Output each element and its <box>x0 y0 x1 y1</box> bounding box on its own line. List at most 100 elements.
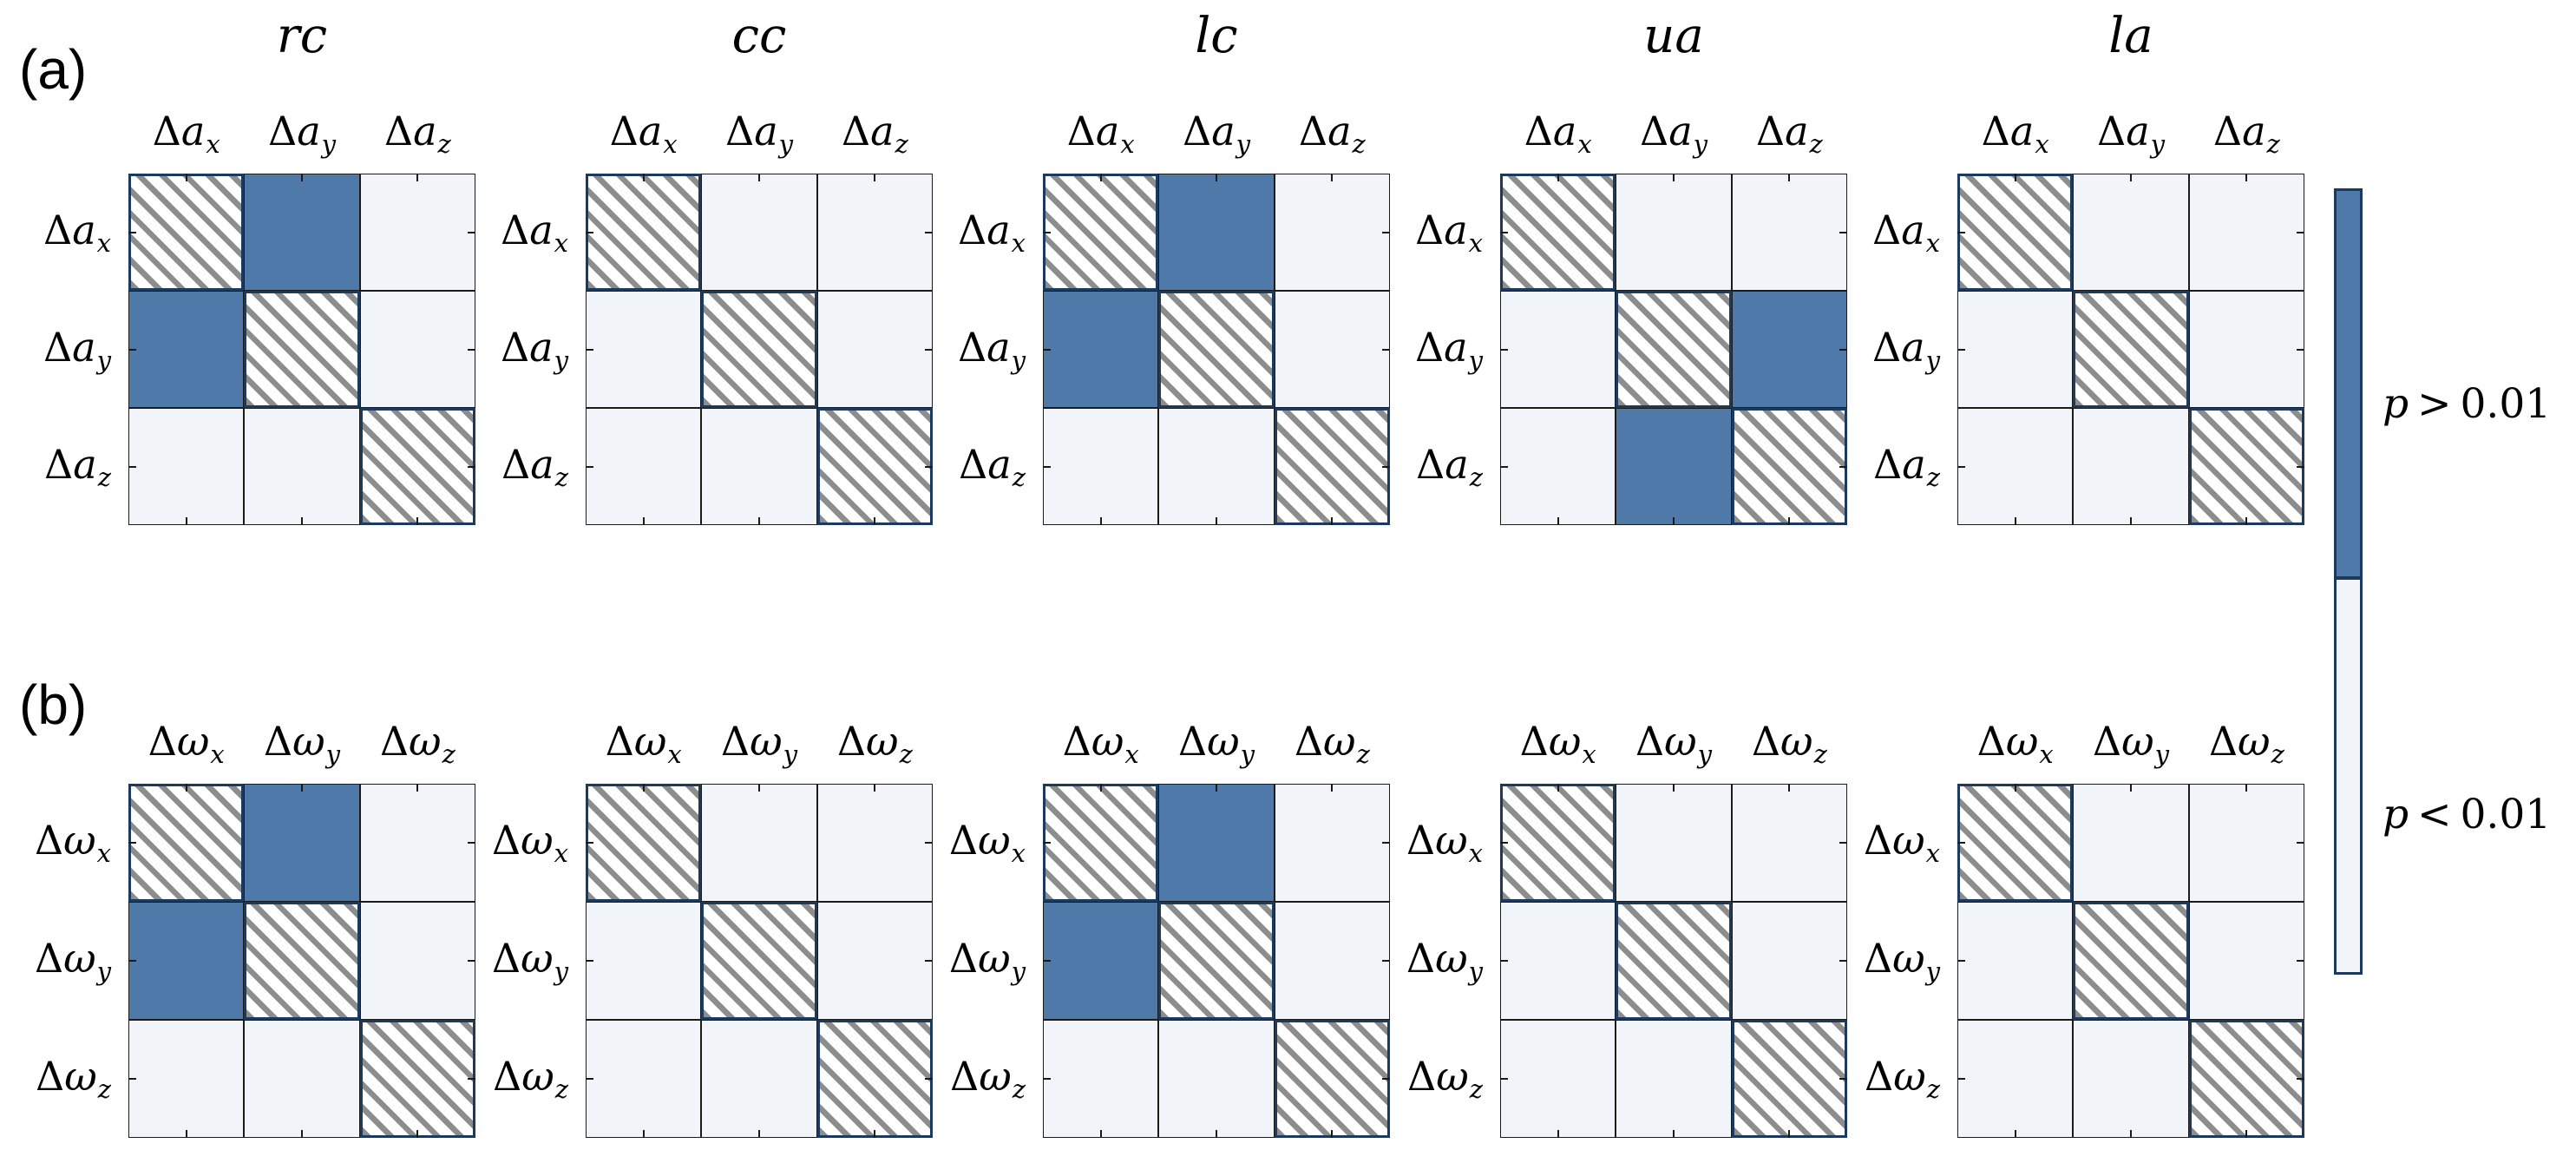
significance-matrix <box>1500 174 1847 525</box>
axis-tick <box>874 174 876 181</box>
axis-subscript: x <box>1011 838 1026 868</box>
matrix-cell <box>2188 784 2304 902</box>
delta-symbol: Δ <box>2096 108 2127 154</box>
variable-symbol: ω <box>2005 718 2039 765</box>
axis-tick <box>586 465 593 468</box>
axis-subscript: y <box>96 956 111 986</box>
delta-symbol: Δ <box>1871 323 1902 371</box>
variable-symbol: a <box>530 440 554 488</box>
column-label: Δaz <box>357 111 478 157</box>
variable-symbol: ω <box>521 935 554 982</box>
delta-symbol: Δ <box>1066 108 1096 154</box>
delta-symbol: Δ <box>43 206 73 253</box>
axis-tick <box>1957 842 1965 844</box>
delta-symbol: Δ <box>1635 718 1665 765</box>
axis-subscript: x <box>1577 129 1592 159</box>
matrix-cell <box>2073 174 2189 291</box>
axis-tick <box>1099 517 1102 525</box>
row-label: Δωy <box>0 938 111 984</box>
column-label: Δωy <box>1156 721 1277 767</box>
axis-subscript: x <box>1011 227 1026 258</box>
variable-symbol: ω <box>409 718 442 765</box>
axis-subscript: y <box>783 739 798 769</box>
axis-tick <box>1043 465 1051 468</box>
column-label: Δωz <box>357 721 478 767</box>
delta-symbol: Δ <box>1755 108 1786 154</box>
matrix-cell <box>2073 408 2189 525</box>
p-symbol: p <box>2383 380 2409 428</box>
panel-b-label: (b) <box>19 674 88 736</box>
axis-tick <box>416 784 419 792</box>
column-label: Δωy <box>241 721 363 767</box>
matrix-cell <box>128 784 245 902</box>
variable-symbol: ω <box>64 1053 97 1100</box>
axis-subscript: z <box>1012 462 1026 492</box>
axis-tick <box>2245 1130 2248 1138</box>
variable-symbol: ω <box>1548 718 1582 765</box>
axis-subscript: z <box>1809 129 1823 159</box>
axis-subscript: y <box>1925 956 1940 986</box>
column-label: Δax <box>1040 111 1162 157</box>
column-label: Δωx <box>1040 721 1162 767</box>
variable-symbol: a <box>1902 440 1926 488</box>
axis-tick <box>1099 1130 1102 1138</box>
matrix-cell <box>2073 902 2189 1020</box>
matrix-cell <box>1158 784 1275 902</box>
row-label: Δaz <box>1353 444 1483 490</box>
matrix-cell <box>1043 408 1159 525</box>
matrix-cell <box>1274 1020 1390 1138</box>
variable-symbol: a <box>1668 108 1693 154</box>
matrix-title: la <box>2108 8 2153 64</box>
axis-tick <box>2130 174 2132 181</box>
matrix-cell <box>586 408 702 525</box>
matrix-title: lc <box>1195 8 1238 64</box>
row-label: Δωy <box>1810 938 1940 984</box>
matrix-title: rc <box>276 8 328 64</box>
variable-symbol: ω <box>1436 1053 1469 1100</box>
matrix-cell <box>1957 784 2074 902</box>
axis-tick <box>1788 1130 1791 1138</box>
matrix-cell <box>1043 291 1159 408</box>
axis-tick <box>1673 784 1675 792</box>
delta-symbol: Δ <box>1863 935 1893 982</box>
significance-matrix <box>1957 784 2304 1138</box>
column-label: Δaz <box>1271 111 1393 157</box>
variable-symbol: a <box>986 206 1011 253</box>
matrix-cell <box>244 784 360 902</box>
column-label: Δay <box>2070 111 2192 157</box>
axis-tick <box>2130 1130 2132 1138</box>
axis-subscript: x <box>210 739 225 769</box>
matrix-cell <box>1731 784 1847 902</box>
matrix-cell <box>1957 291 2074 408</box>
axis-tick <box>468 348 475 351</box>
matrix-cell <box>1500 1020 1616 1138</box>
axis-tick <box>301 517 303 525</box>
axis-tick <box>1043 1078 1051 1080</box>
matrix-cell <box>816 1020 933 1138</box>
matrix-cell <box>2188 1020 2304 1138</box>
significance-matrix <box>128 784 475 1138</box>
axis-tick <box>1557 784 1559 792</box>
delta-symbol: Δ <box>1062 718 1091 765</box>
variable-symbol: a <box>1444 206 1468 253</box>
column-label: Δωz <box>2186 721 2307 767</box>
axis-subscript: z <box>1926 1074 1940 1104</box>
matrix-cell <box>1616 784 1732 902</box>
variable-symbol: a <box>1785 108 1809 154</box>
axis-subscript: y <box>554 956 568 986</box>
matrix-cell <box>816 291 933 408</box>
axis-tick <box>1099 174 1102 181</box>
variable-symbol: a <box>870 108 895 154</box>
variable-symbol: ω <box>2121 718 2154 765</box>
matrix-cell <box>816 784 933 902</box>
variable-symbol: ω <box>1435 817 1468 864</box>
axis-tick <box>1957 1078 1965 1080</box>
row-label: Δax <box>895 210 1026 256</box>
axis-tick <box>1957 465 1965 468</box>
significance-matrix <box>586 174 933 525</box>
axis-tick <box>586 348 593 351</box>
axis-tick <box>586 1078 593 1080</box>
axis-tick <box>1216 1130 1217 1138</box>
axis-subscript: x <box>1582 739 1596 769</box>
delta-symbol: Δ <box>1406 935 1436 982</box>
